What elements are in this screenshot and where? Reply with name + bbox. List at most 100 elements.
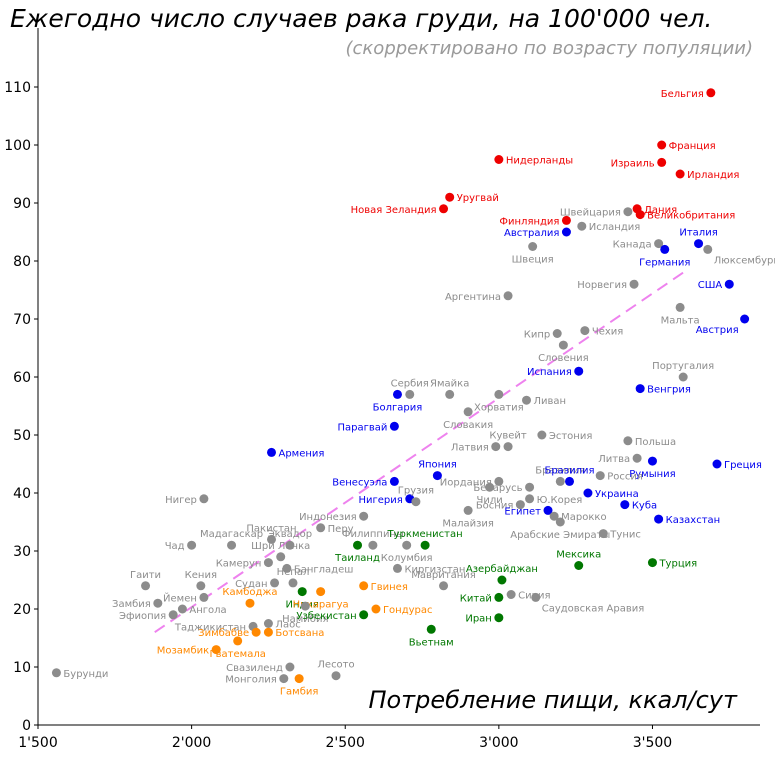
point-label: Греция [724,460,762,471]
data-point [583,488,593,498]
point-label: Люксембург [714,255,775,266]
x-tick-label: 3'500 [633,735,672,751]
point-label: Литва [598,454,630,465]
data-point [199,592,209,602]
data-point [629,279,639,289]
point-label: Гватемала [210,649,266,660]
point-label: Куба [632,501,657,512]
data-point [445,192,455,202]
point-label: Хорватия [474,402,524,413]
point-label: Дания [644,205,677,216]
data-point [654,239,664,249]
point-label: Швеция [512,255,554,266]
data-point [439,204,449,214]
point-label: Турция [658,559,697,570]
data-point [270,578,280,588]
data-point [141,581,151,591]
point-label: Лаос [275,620,300,631]
point-label: Свазиленд [226,663,283,674]
point-label: Израиль [611,158,655,169]
data-point [561,215,571,225]
point-label: Пакистан [246,523,296,534]
data-point [279,674,289,684]
point-label: Эстония [549,431,592,442]
point-label: Кипр [524,330,550,341]
data-point [555,517,565,527]
data-point [196,581,206,591]
point-label: Парагвай [337,422,387,433]
point-label: Австралия [504,228,559,239]
point-label: Эфиопия [119,611,166,622]
data-point [426,624,436,634]
data-point [712,459,722,469]
data-point [288,578,298,588]
data-point [389,421,399,431]
point-label: Мавритания [411,570,476,581]
point-label: Никарагуа [293,600,349,611]
x-tick-label: 2'500 [325,735,364,751]
data-point [263,558,273,568]
point-label: Ямайка [430,378,469,389]
data-point [153,598,163,608]
data-point [598,529,608,539]
data-point [494,476,504,486]
data-point [463,505,473,515]
y-tick-label: 20 [13,602,31,618]
point-label: Армения [278,448,324,459]
point-label: Гвинея [371,582,408,593]
data-point [531,592,541,602]
data-point [525,494,535,504]
point-label: Гаити [130,570,161,581]
point-label: Шри Ланка [251,541,310,552]
point-label: Намибия [282,614,328,625]
data-point [263,627,273,637]
y-tick-label: 70 [13,312,31,328]
data-point [558,340,568,350]
data-point [392,389,402,399]
data-point [51,668,61,678]
point-label: Монголия [225,675,277,686]
y-tick-label: 0 [22,718,31,734]
data-point [703,244,713,254]
data-point [389,476,399,486]
point-label: Египет [504,506,541,517]
data-point [276,552,286,562]
data-point [463,407,473,417]
data-point [632,453,642,463]
point-label: Мозамбик [157,646,209,657]
data-point [506,590,516,599]
point-label: Испания [527,367,572,378]
point-label: Узбекистан [296,611,356,622]
point-label: Вьетнам [409,637,454,648]
chart-title: Ежегодно число случаев рака груди, на 10… [10,4,713,33]
point-label: Гондурас [383,605,433,616]
data-point [297,587,307,597]
point-label: Словакия [443,420,493,431]
data-point [494,613,504,623]
point-label: Мальта [661,315,700,326]
data-point [359,610,369,620]
trend-line [154,271,684,634]
data-point [654,514,664,524]
point-label: Таджикистан [174,622,246,633]
data-point [233,636,243,646]
data-point [211,645,221,655]
point-label: Швейцария [560,208,621,219]
point-label: Нидерланды [506,156,573,167]
y-tick-label: 90 [13,196,31,212]
data-point [620,500,630,510]
data-point [300,601,310,611]
point-label: Мадагаскар [200,529,263,540]
point-label: Ботсвана [275,628,324,639]
data-point [316,523,326,533]
data-point [577,221,587,231]
data-point [525,482,535,492]
point-label: Бразилия [535,465,585,476]
point-label: Россия [607,472,643,483]
y-tick-label: 110 [4,80,31,96]
point-label: Новая Зеландия [351,205,437,216]
data-point [494,389,504,399]
point-label: Ливан [534,396,567,407]
data-point [359,581,369,591]
point-label: Йемен [163,591,197,604]
